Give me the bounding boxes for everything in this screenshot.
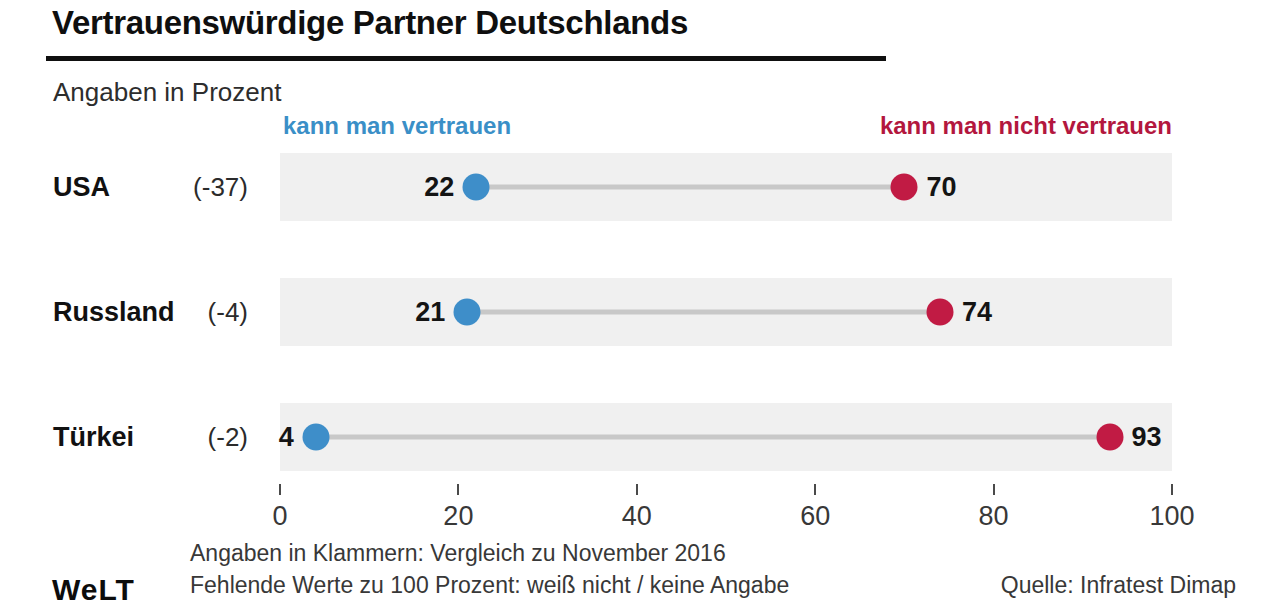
legend-no-trust-label: kann man nicht vertrauen bbox=[880, 112, 1172, 140]
axis-tick-label: 40 bbox=[622, 501, 652, 532]
change-label: (-37) bbox=[128, 172, 248, 203]
no-trust-value: 70 bbox=[926, 172, 956, 203]
no-trust-dot bbox=[927, 299, 954, 326]
chart-row: USA (-37) 22 70 bbox=[0, 153, 1280, 221]
no-trust-value: 93 bbox=[1132, 422, 1162, 453]
no-trust-dot bbox=[891, 174, 918, 201]
trust-value: 4 bbox=[279, 422, 294, 453]
chart-title: Vertrauenswürdige Partner Deutschlands bbox=[52, 4, 688, 42]
source-credit: Quelle: Infratest Dimap bbox=[1001, 572, 1236, 599]
axis-tick bbox=[279, 484, 281, 495]
no-trust-value: 74 bbox=[962, 297, 992, 328]
axis-tick-label: 0 bbox=[272, 501, 287, 532]
trust-dot bbox=[454, 299, 481, 326]
legend-trust-label: kann man vertrauen bbox=[283, 112, 511, 140]
axis-tick-label: 20 bbox=[443, 501, 473, 532]
trust-dot bbox=[463, 174, 490, 201]
axis-tick-label: 60 bbox=[800, 501, 830, 532]
footnote-change: Angaben in Klammern: Vergleich zu Novemb… bbox=[190, 540, 726, 567]
connector-line bbox=[316, 435, 1110, 440]
axis-tick-label: 100 bbox=[1149, 501, 1194, 532]
row-band: 22 70 bbox=[280, 153, 1172, 221]
welt-logo: WeLT bbox=[52, 573, 135, 607]
title-underline bbox=[46, 56, 886, 61]
change-label: (-4) bbox=[128, 297, 248, 328]
axis-tick-label: 80 bbox=[979, 501, 1009, 532]
axis-tick bbox=[457, 484, 459, 495]
connector-line bbox=[476, 185, 904, 190]
row-band: 4 93 bbox=[280, 403, 1172, 471]
x-axis: 020406080100 bbox=[280, 484, 1172, 544]
chart-row: Russland(-4)2174 bbox=[0, 278, 1280, 346]
change-label: (-2) bbox=[128, 422, 248, 453]
footnote-missing: Fehlende Werte zu 100 Prozent: weiß nich… bbox=[190, 572, 789, 599]
category-label: Türkei bbox=[53, 422, 134, 453]
category-label: USA bbox=[53, 172, 110, 203]
chart-subtitle: Angaben in Prozent bbox=[53, 77, 281, 108]
infographic-canvas: Vertrauenswürdige Partner Deutschlands A… bbox=[0, 0, 1280, 612]
no-trust-dot bbox=[1096, 424, 1123, 451]
chart-row: Türkei(-2) 4 93 bbox=[0, 403, 1280, 471]
row-band: 21 74 bbox=[280, 278, 1172, 346]
axis-tick bbox=[1171, 484, 1173, 495]
trust-dot bbox=[302, 424, 329, 451]
trust-value: 21 bbox=[415, 297, 445, 328]
trust-value: 22 bbox=[424, 172, 454, 203]
axis-tick bbox=[814, 484, 816, 495]
connector-line bbox=[467, 310, 940, 315]
axis-tick bbox=[993, 484, 995, 495]
axis-tick bbox=[636, 484, 638, 495]
